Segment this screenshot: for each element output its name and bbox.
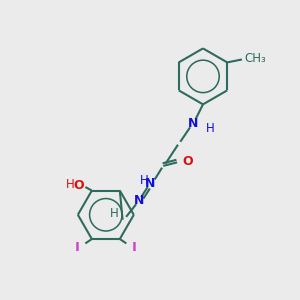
Text: H: H xyxy=(65,178,74,190)
Text: O: O xyxy=(182,155,193,168)
Text: I: I xyxy=(75,241,80,254)
Text: N: N xyxy=(145,177,155,190)
Text: H: H xyxy=(140,174,148,187)
Text: N: N xyxy=(188,117,198,130)
Text: H: H xyxy=(110,207,119,220)
Text: O: O xyxy=(73,179,84,192)
Text: I: I xyxy=(131,241,136,254)
Text: CH₃: CH₃ xyxy=(244,52,266,65)
Text: N: N xyxy=(134,194,144,207)
Text: H: H xyxy=(206,122,214,135)
